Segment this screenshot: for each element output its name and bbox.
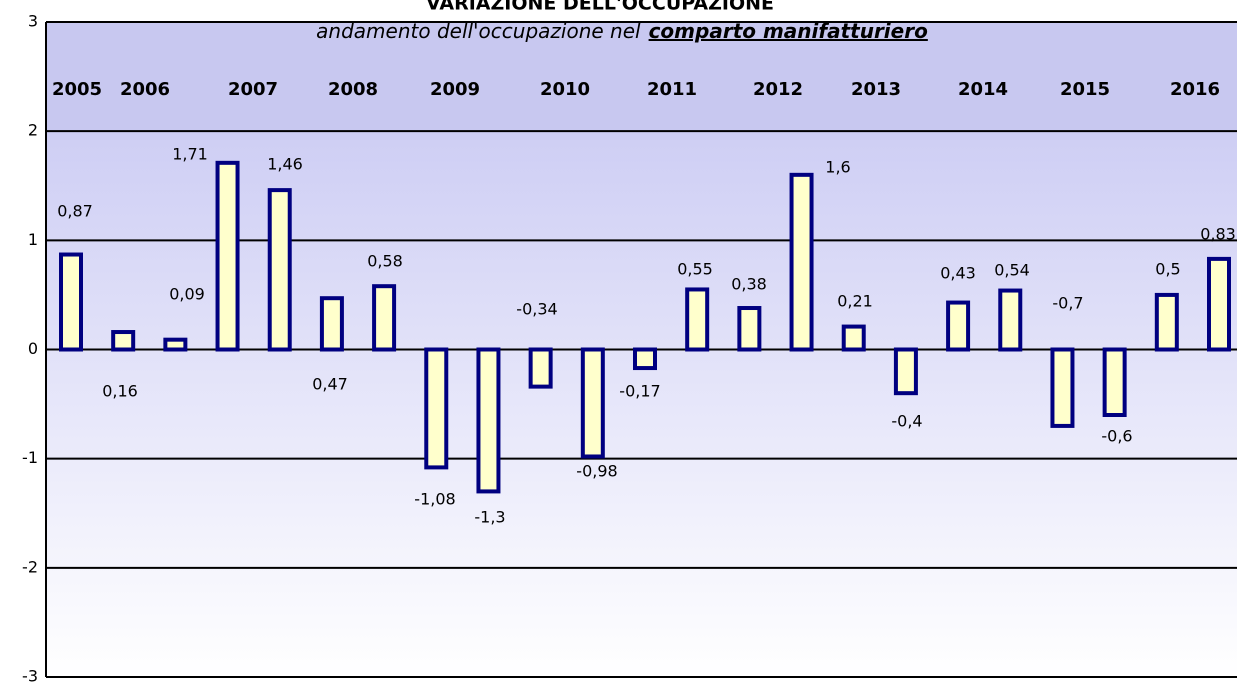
bar bbox=[111, 330, 136, 352]
data-label: -0,6 bbox=[1101, 427, 1132, 446]
data-label: 0,09 bbox=[169, 285, 205, 304]
bar bbox=[841, 324, 866, 352]
data-label: 1,6 bbox=[825, 158, 850, 177]
bar bbox=[424, 347, 449, 470]
data-label: 0,87 bbox=[57, 202, 93, 221]
data-label: 0,55 bbox=[677, 260, 713, 279]
year-label: 2012 bbox=[753, 79, 803, 100]
bar bbox=[998, 288, 1023, 352]
bar bbox=[685, 287, 710, 352]
data-label: 1,71 bbox=[172, 145, 208, 164]
y-tick-label: -1 bbox=[22, 448, 38, 467]
bar bbox=[633, 347, 657, 371]
year-label: 2005 bbox=[52, 79, 102, 100]
data-label: -1,08 bbox=[414, 490, 455, 509]
y-tick-label: 3 bbox=[28, 12, 38, 31]
year-label: 2015 bbox=[1060, 79, 1110, 100]
data-label: 0,58 bbox=[367, 252, 403, 271]
bar bbox=[59, 252, 83, 352]
data-label: -1,3 bbox=[474, 508, 505, 527]
data-label: 0,43 bbox=[940, 264, 976, 283]
year-label: 2016 bbox=[1170, 79, 1220, 100]
data-label: 0,5 bbox=[1155, 260, 1180, 279]
year-label: 2008 bbox=[328, 79, 378, 100]
data-label: -0,98 bbox=[576, 462, 617, 481]
bar bbox=[580, 347, 605, 459]
data-label: 0,83 bbox=[1200, 225, 1236, 244]
year-label: 2014 bbox=[958, 79, 1008, 100]
bar bbox=[737, 306, 762, 352]
bar bbox=[1050, 347, 1075, 428]
bar bbox=[1207, 256, 1231, 352]
year-label: 2006 bbox=[120, 79, 170, 100]
data-label: -0,17 bbox=[619, 382, 660, 401]
y-tick-label: 0 bbox=[28, 339, 38, 358]
bar bbox=[893, 347, 918, 396]
bar bbox=[528, 347, 553, 389]
data-label: -0,34 bbox=[516, 300, 557, 319]
bar bbox=[163, 337, 188, 352]
bar bbox=[1154, 292, 1179, 352]
data-label: 0,21 bbox=[837, 292, 873, 311]
bar bbox=[946, 300, 971, 352]
data-label: 0,47 bbox=[312, 375, 348, 394]
data-label: 0,38 bbox=[731, 275, 767, 294]
data-label: 0,16 bbox=[102, 382, 138, 401]
data-label: -0,4 bbox=[891, 412, 922, 431]
bar bbox=[372, 284, 397, 352]
year-label: 2011 bbox=[647, 79, 697, 100]
year-label: 2013 bbox=[851, 79, 901, 100]
data-label: -0,7 bbox=[1052, 294, 1083, 313]
y-tick-label: 1 bbox=[28, 230, 38, 249]
year-label: 2009 bbox=[430, 79, 480, 100]
bar bbox=[215, 160, 240, 352]
bar bbox=[476, 347, 501, 494]
y-tick-label: 2 bbox=[28, 121, 38, 140]
chart-title: VARIAZIONE DELL'OCCUPAZIONE bbox=[426, 0, 774, 15]
data-label: 1,46 bbox=[267, 155, 303, 174]
year-label: 2007 bbox=[228, 79, 278, 100]
plot-band bbox=[46, 22, 1237, 131]
bar bbox=[789, 172, 814, 352]
bar bbox=[267, 188, 292, 352]
y-tick-label: -3 bbox=[22, 667, 38, 684]
data-label: 0,54 bbox=[994, 261, 1030, 280]
year-label: 2010 bbox=[540, 79, 590, 100]
y-tick-label: -2 bbox=[22, 557, 38, 576]
bar bbox=[319, 296, 344, 352]
bar bbox=[1102, 347, 1127, 417]
